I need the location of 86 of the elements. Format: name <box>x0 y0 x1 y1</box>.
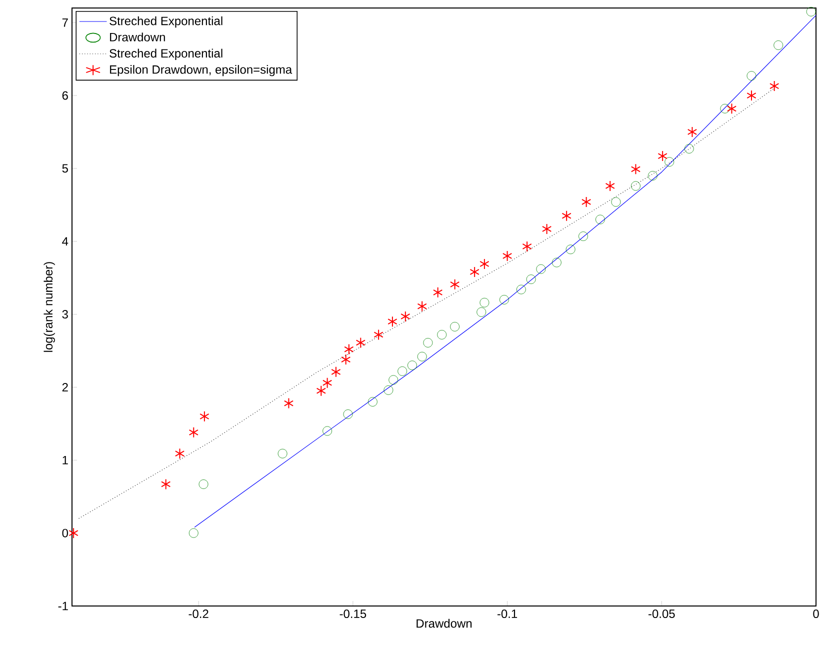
point <box>726 103 737 114</box>
point <box>611 197 621 207</box>
point <box>664 157 674 167</box>
point <box>502 250 512 262</box>
point <box>433 286 443 298</box>
y-tick-label: 3 <box>62 310 68 319</box>
point <box>581 196 592 208</box>
y-tick-label: 6 <box>62 91 68 100</box>
y-tick-label: 5 <box>62 164 68 173</box>
point <box>188 528 198 538</box>
y-tick-label: 1 <box>62 456 68 464</box>
point <box>480 258 490 270</box>
point <box>188 426 198 438</box>
y-tick-label: 4 <box>62 237 68 246</box>
point <box>476 307 486 317</box>
point <box>526 274 536 284</box>
legend-label: Epsilon Drawdown, epsilon=sigma <box>110 64 292 76</box>
x-tick-label: -0.1 <box>497 610 518 618</box>
point <box>470 266 480 278</box>
point <box>344 344 354 355</box>
point <box>746 71 756 81</box>
point <box>423 338 433 348</box>
point <box>68 528 78 539</box>
point <box>630 164 641 175</box>
point <box>200 410 210 422</box>
point <box>368 397 378 406</box>
point <box>356 337 366 348</box>
point <box>388 316 398 328</box>
point <box>720 104 730 114</box>
point <box>605 180 615 192</box>
point <box>161 478 171 490</box>
point <box>522 240 532 252</box>
point <box>536 264 546 274</box>
point <box>388 375 398 385</box>
point <box>516 284 526 294</box>
point <box>596 214 605 224</box>
y-tick-label: 7 <box>62 18 68 27</box>
point <box>746 90 756 102</box>
point <box>198 480 208 489</box>
point <box>687 126 698 138</box>
point <box>806 6 816 16</box>
point <box>374 329 384 340</box>
point <box>322 426 332 436</box>
point <box>417 352 427 362</box>
point <box>400 310 410 322</box>
point <box>384 385 394 395</box>
x-tick-label: -0.2 <box>188 610 208 618</box>
point <box>552 258 562 268</box>
x-tick-label: -0.05 <box>648 610 675 618</box>
point <box>408 360 417 370</box>
legend-label: Streched Exponential <box>110 16 222 28</box>
point <box>343 410 353 419</box>
x-tick-label: 0 <box>813 610 819 618</box>
point <box>542 223 552 234</box>
point <box>417 300 427 312</box>
y-tick-label: 0 <box>62 528 68 538</box>
point <box>398 366 408 376</box>
point <box>450 322 460 332</box>
point <box>770 80 780 92</box>
point <box>316 385 326 396</box>
point <box>174 448 185 460</box>
point <box>331 366 341 378</box>
x-tick-label: -0.15 <box>340 610 366 618</box>
point <box>648 171 658 180</box>
point <box>437 330 447 340</box>
point <box>658 150 668 162</box>
point <box>500 295 509 304</box>
x-axis-title: Drawdown <box>416 618 472 628</box>
point <box>284 398 294 409</box>
point <box>450 278 460 290</box>
y-tick-label: -1 <box>58 602 68 610</box>
point <box>341 354 351 366</box>
y-axis-title: log(rank number) <box>44 262 55 352</box>
point <box>278 448 288 458</box>
point <box>631 181 640 191</box>
point <box>684 144 694 154</box>
point <box>322 377 332 388</box>
point <box>562 210 572 222</box>
legend-label: Drawdown <box>110 32 165 42</box>
legend-label: Streched Exponential <box>110 48 222 60</box>
line-series <box>78 88 775 519</box>
point <box>480 298 490 308</box>
point <box>774 40 784 50</box>
point <box>578 232 588 241</box>
y-tick-label: 2 <box>62 383 68 392</box>
point <box>566 244 576 254</box>
